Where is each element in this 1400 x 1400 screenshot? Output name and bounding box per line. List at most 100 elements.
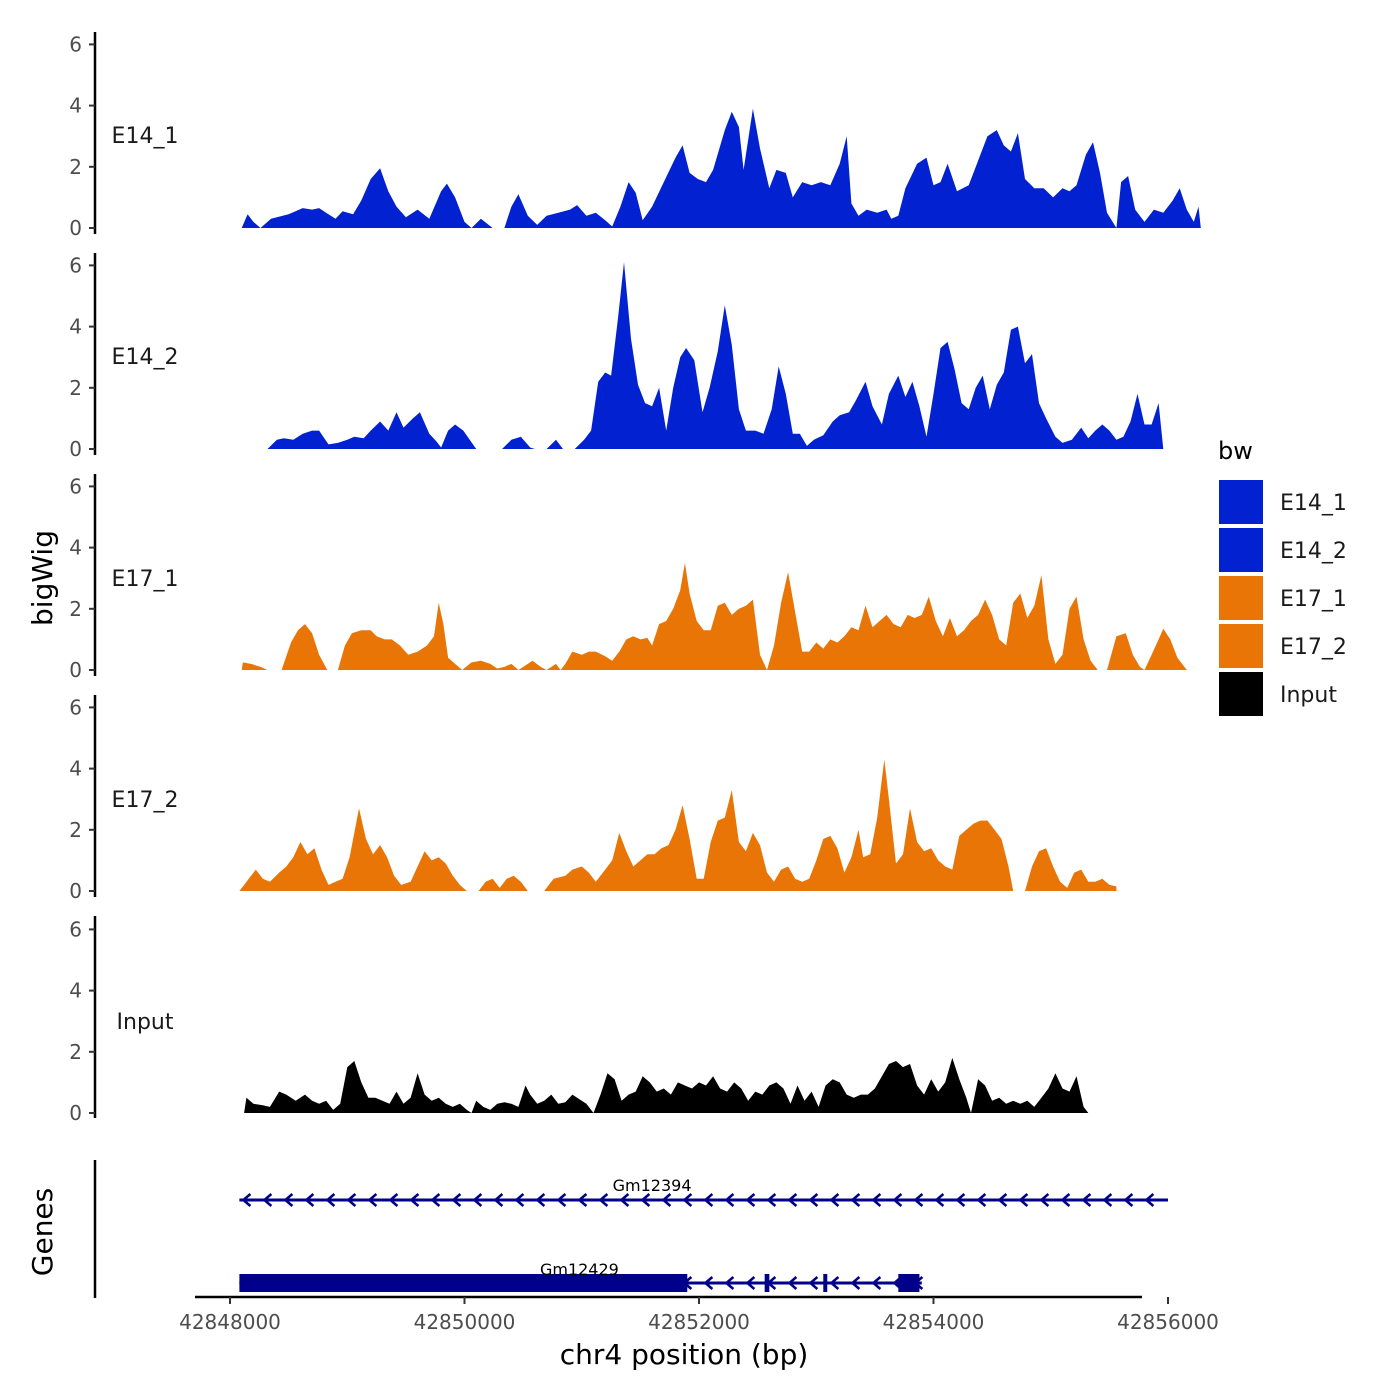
strand-arrow [241, 1193, 252, 1207]
strand-arrow [1102, 1193, 1113, 1207]
track-e17_2: 0 2 4 6 E17_2 [69, 695, 1117, 903]
strand-arrow [598, 1193, 609, 1207]
y-tick-label: 0 [69, 437, 82, 461]
legend-swatch [1219, 480, 1263, 524]
strand-arrow [976, 1193, 987, 1207]
legend-swatch [1219, 624, 1263, 668]
strand-arrow [1144, 1193, 1155, 1207]
legend-swatch [1219, 672, 1263, 716]
strand-arrow [535, 1193, 546, 1207]
coverage-area [502, 436, 535, 449]
strand-arrow [766, 1193, 777, 1207]
strand-arrow [430, 1193, 441, 1207]
y-tick-label: 6 [69, 253, 82, 277]
strand-arrow [409, 1193, 420, 1207]
strand-arrow [283, 1193, 294, 1207]
strand-arrow [850, 1193, 861, 1207]
strand-arrow [808, 1193, 819, 1207]
strand-arrow [892, 1193, 903, 1207]
strand-arrow [493, 1193, 504, 1207]
bigwig-tracks: 0 2 4 6 E14_1 0 2 4 6 E14_2 0 2 4 6 E17_1 0 2 4 6 E17_2 0 2 4 6… [69, 32, 1201, 1125]
y-tick-label: 4 [69, 757, 82, 781]
coverage-area [1107, 628, 1187, 670]
strand-arrow [829, 1276, 840, 1290]
x-tick-label: 42848000 [179, 1310, 281, 1334]
strand-arrow [640, 1193, 651, 1207]
y-tick-label: 4 [69, 315, 82, 339]
x-tick-label: 42850000 [414, 1310, 516, 1334]
strand-arrow [682, 1193, 693, 1207]
y-tick-label: 2 [69, 597, 82, 621]
strand-arrow [514, 1193, 525, 1207]
strand-arrow [850, 1276, 861, 1290]
strand-arrow [577, 1193, 588, 1207]
strand-arrow [871, 1193, 882, 1207]
gene-track: Gm12394 Gm12429 [93, 1160, 1168, 1298]
y-tick-label: 0 [69, 1101, 82, 1125]
track-e14_1: 0 2 4 6 E14_1 [69, 32, 1201, 240]
strand-arrow [913, 1193, 924, 1207]
coverage-area [281, 624, 328, 670]
coverage-area [244, 1057, 1089, 1113]
coverage-area [241, 662, 268, 670]
y-axis-title: bigWig [26, 530, 59, 626]
legend-swatch [1219, 528, 1263, 572]
strand-arrow [871, 1276, 882, 1290]
gene-name: Gm12429 [540, 1260, 619, 1279]
legend-label: E14_2 [1280, 539, 1347, 564]
coverage-area [544, 759, 1014, 891]
exon [823, 1274, 828, 1292]
strand-arrow [346, 1193, 357, 1207]
track-label: E17_1 [112, 567, 179, 592]
coverage-area [478, 875, 528, 891]
track-e17_1: 0 2 4 6 E17_1 [69, 474, 1187, 682]
strand-arrow [745, 1193, 756, 1207]
strand-arrow [703, 1193, 714, 1207]
strand-arrow [619, 1193, 630, 1207]
y-tick-label: 4 [69, 536, 82, 560]
legend-swatch [1219, 576, 1263, 620]
strand-arrow [388, 1193, 399, 1207]
legend: bw E14_1 E14_2 E17_1 E17_2 Input [1218, 437, 1347, 716]
y-tick-label: 0 [69, 658, 82, 682]
track-label: E17_2 [112, 788, 179, 813]
y-tick-label: 6 [69, 32, 82, 56]
strand-arrow [661, 1193, 672, 1207]
coverage-area [546, 439, 563, 449]
strand-arrow [829, 1193, 840, 1207]
strand-arrow [1123, 1193, 1134, 1207]
strand-arrow [262, 1193, 273, 1207]
exon [764, 1274, 770, 1292]
track-label: E14_1 [112, 124, 179, 149]
strand-arrow [1060, 1193, 1071, 1207]
strand-arrow [1039, 1193, 1050, 1207]
gene-name: Gm12394 [613, 1176, 692, 1195]
strand-arrow [997, 1193, 1008, 1207]
y-tick-label: 0 [69, 216, 82, 240]
strand-arrow [556, 1193, 567, 1207]
y-tick-label: 6 [69, 695, 82, 719]
genes-axis-title: Genes [26, 1188, 59, 1276]
strand-arrow [934, 1193, 945, 1207]
legend-label: E14_1 [1280, 491, 1347, 516]
strand-arrow [724, 1193, 735, 1207]
strand-arrow [787, 1276, 798, 1290]
strand-arrow [304, 1193, 315, 1207]
y-tick-label: 4 [69, 979, 82, 1003]
track-label: E14_2 [112, 345, 179, 370]
exon [239, 1274, 688, 1292]
coverage-area [337, 562, 1098, 670]
coverage-area [239, 808, 467, 891]
y-tick-label: 0 [69, 879, 82, 903]
y-tick-label: 6 [69, 917, 82, 941]
strand-arrow [472, 1193, 483, 1207]
strand-arrow [703, 1276, 714, 1290]
y-tick-label: 2 [69, 818, 82, 842]
track-e14_2: 0 2 4 6 E14_2 [69, 253, 1164, 461]
coverage-area [574, 262, 1164, 449]
x-axis-title: chr4 position (bp) [560, 1338, 809, 1371]
legend-label: E17_2 [1280, 635, 1347, 660]
coverage-area [1025, 848, 1117, 891]
x-tick-label: 42854000 [883, 1310, 985, 1334]
